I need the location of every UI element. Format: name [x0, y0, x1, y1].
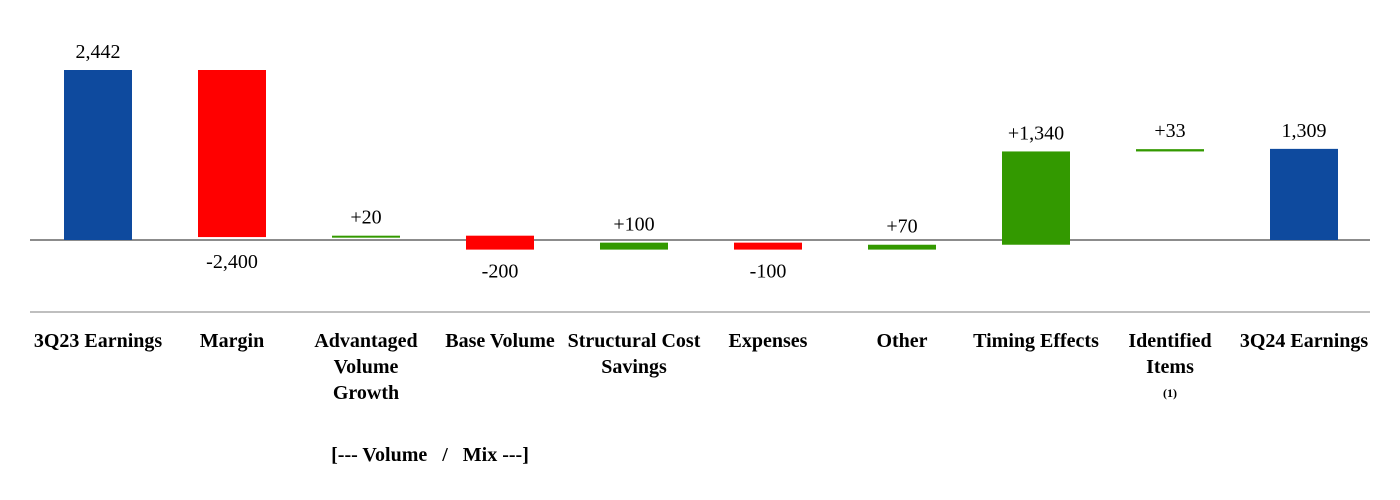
bar	[868, 244, 936, 250]
value-label: +70	[886, 216, 917, 238]
value-label: -100	[750, 261, 787, 283]
category-label: Identified Items	[1128, 330, 1212, 378]
bar	[734, 242, 802, 250]
value-label: 2,442	[76, 41, 121, 63]
value-label: +1,340	[1008, 122, 1064, 144]
category-label: Timing Effects	[973, 330, 1099, 352]
bar	[466, 235, 534, 250]
bar	[1002, 151, 1070, 245]
category-label: Other	[876, 330, 928, 352]
category-label: 3Q23 Earnings	[33, 330, 163, 352]
footnote: (1)	[1163, 386, 1177, 400]
category-label: Margin	[199, 330, 265, 352]
bar	[1136, 149, 1204, 152]
bar	[600, 242, 668, 250]
category-label: Advantaged Volume Growth	[314, 330, 418, 404]
bar	[198, 70, 266, 238]
bar	[64, 70, 132, 240]
value-label: 1,309	[1282, 120, 1327, 142]
bar	[1270, 148, 1338, 240]
value-label: +20	[350, 207, 381, 229]
bar	[332, 235, 400, 238]
value-label: -2,400	[206, 251, 258, 273]
value-label: +33	[1154, 120, 1185, 142]
value-label: -200	[482, 261, 519, 283]
group-annotation: [--- Volume / Mix ---]	[331, 444, 529, 466]
category-label: 3Q24 Earnings	[1239, 330, 1369, 352]
category-label: Expenses	[728, 330, 808, 352]
category-label: Structural Cost Savings	[567, 330, 701, 378]
category-label: Base Volume	[445, 330, 555, 352]
value-label: +100	[613, 214, 654, 236]
